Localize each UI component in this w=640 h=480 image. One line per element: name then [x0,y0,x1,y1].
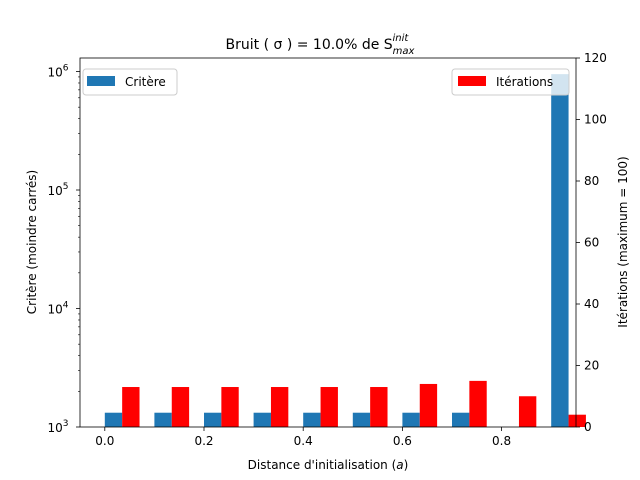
x-tick-label: 0.0 [95,434,114,448]
bar-iterations-4 [320,387,338,427]
left-y-tick-label: 104 [47,301,68,317]
bar-critere-1 [154,412,172,427]
legend-left-label: Critère [125,75,166,89]
chart-title-sup: init [392,33,409,44]
plot-frame [79,57,577,428]
bar-critere-4 [303,412,321,427]
bar-iterations-5 [370,387,388,427]
bar-critere-9 [551,74,569,427]
bar-critere-5 [352,412,371,427]
x-tick-label: 0.4 [294,434,313,448]
right-y-tick-label: 40 [584,297,599,311]
bar-iterations-1 [171,387,190,427]
left-y-tick-label: 105 [47,182,68,198]
right-y-tick-label: 100 [584,113,607,127]
left-y-axis: 103 104 105 106 [47,64,80,435]
bar-iterations-8 [518,396,537,427]
bar-critere-6 [402,412,420,427]
chart-title-main: Bruit ( σ ) = 10.0% de S [226,37,393,53]
bar-iterations-6 [419,383,438,427]
bar-critere-2 [204,412,222,427]
right-y-tick-label: 20 [584,359,599,373]
left-y-axis-label: Critère (moindre carrés) [25,170,39,314]
right-y-axis-label: Itérations (maximum = 100) [616,156,630,327]
bar-iterations-9 [568,414,586,427]
left-y-tick-label: 106 [47,64,68,80]
right-y-tick-label: 60 [584,236,599,250]
x-axis-label: Distance d'initialisation (a) [248,458,409,472]
bar-iterations-0 [122,387,140,427]
bar-critere-3 [253,412,271,427]
x-axis-label-main: Distance d'initialisation ( [248,458,397,472]
left-y-tick-label: 103 [47,419,68,435]
bars-layer [104,74,586,428]
bar-iterations-3 [270,387,289,427]
bar-iterations-2 [221,387,239,427]
x-tick-label: 0.8 [492,434,511,448]
x-axis: 0.0 0.2 0.4 0.6 0.8 [95,427,511,448]
bar-critere-7 [452,412,470,427]
right-y-tick-label: 80 [584,174,599,188]
legend-right: Itérations [451,68,570,96]
legend-right-swatch [458,76,486,86]
legend-right-label: Itérations [496,75,553,89]
right-y-axis: 0 20 40 60 80 100 120 [576,51,607,434]
legend-right-box [451,68,570,96]
chart-title-sub: max [393,46,415,57]
legend-left-box [82,68,178,96]
x-tick-label: 0.2 [194,434,213,448]
bar-critere-0 [104,412,123,427]
right-y-tick-label: 120 [584,51,607,65]
x-axis-label-italic: a [396,458,403,472]
x-tick-label: 0.6 [393,434,412,448]
right-y-tick-label: 0 [584,420,592,434]
legend-left: Critère [82,68,178,96]
bar-iterations-7 [469,380,487,428]
chart-title: Bruit ( σ ) = 10.0% de Smax init [226,33,415,57]
legend-left-swatch [87,76,115,86]
x-axis-label-end: ) [404,458,409,472]
